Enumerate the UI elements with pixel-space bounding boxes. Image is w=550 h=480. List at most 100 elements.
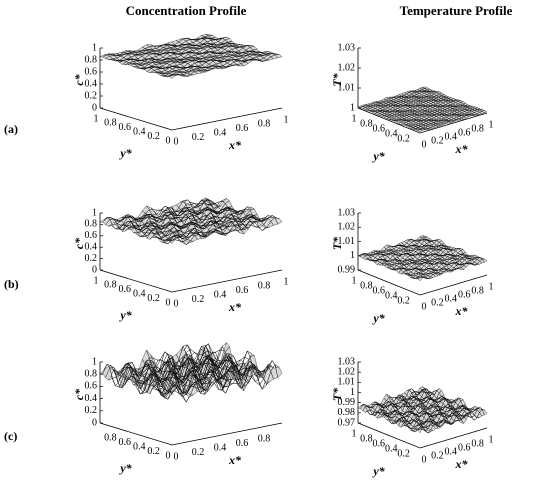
z-axis-label: T* bbox=[330, 72, 344, 86]
z-axis-label: c* bbox=[72, 388, 86, 400]
x-tick-label: 0.8 bbox=[471, 438, 484, 449]
z-tick-label: 0.98 bbox=[338, 407, 356, 418]
y-tick-label: 0.6 bbox=[373, 123, 386, 134]
y-tick-label: 0.8 bbox=[104, 118, 117, 129]
x-tick-label: 0.6 bbox=[236, 438, 249, 449]
z-tick-label: 0.6 bbox=[85, 66, 98, 77]
x-tick-label: 1 bbox=[284, 276, 289, 287]
z-tick-label: 0 bbox=[92, 102, 97, 113]
z-tick-label: 1 bbox=[350, 102, 355, 113]
y-tick-label: 0 bbox=[166, 297, 171, 308]
x-tick-label: 0.2 bbox=[431, 450, 444, 461]
z-axis-label: T* bbox=[330, 236, 344, 250]
z-tick-label: 0.8 bbox=[85, 219, 98, 230]
y-tick-label: 0.2 bbox=[397, 295, 410, 306]
surface bbox=[99, 197, 283, 245]
y-axis-label: y* bbox=[118, 146, 132, 160]
z-tick-label: 1.02 bbox=[338, 222, 356, 233]
z-tick-label: 0.6 bbox=[85, 230, 98, 241]
y-tick-label: 0.4 bbox=[385, 290, 398, 301]
y-tick-label: 0.4 bbox=[385, 443, 398, 454]
y-tick-label: 0.6 bbox=[119, 122, 132, 133]
z-axis-label: c* bbox=[72, 73, 86, 85]
x-tick-label: 1 bbox=[489, 281, 494, 292]
y-tick-label: 0.8 bbox=[360, 433, 373, 444]
row-label: (a) bbox=[4, 122, 18, 136]
z-tick-label: 1 bbox=[92, 356, 97, 367]
z-tick-label: 1 bbox=[350, 250, 355, 261]
x-tick-label: 0.2 bbox=[431, 297, 444, 308]
x-tick-label: 1 bbox=[489, 434, 494, 445]
z-tick-label: 0.8 bbox=[85, 54, 98, 65]
z-tick-label: 0.6 bbox=[85, 381, 98, 392]
y-tick-label: 0.2 bbox=[147, 131, 160, 142]
x-tick-label: 0.4 bbox=[214, 442, 227, 453]
z-tick-label: 1.01 bbox=[338, 236, 356, 247]
x-tick-label: 0.6 bbox=[236, 285, 249, 296]
surface bbox=[357, 235, 488, 282]
y-tick-label: 0 bbox=[166, 135, 171, 146]
x-tick-label: 0.2 bbox=[431, 135, 444, 146]
x-tick-label: 0.4 bbox=[214, 289, 227, 300]
z-tick-label: 1.01 bbox=[338, 377, 356, 388]
x-tick-label: 0.8 bbox=[258, 434, 271, 445]
z-tick-label: 0 bbox=[92, 417, 97, 428]
floor-edge bbox=[99, 269, 283, 293]
y-tick-label: 0.2 bbox=[147, 293, 160, 304]
row-label: (b) bbox=[4, 277, 19, 291]
floor-edge bbox=[357, 422, 488, 449]
y-tick-label: 0.2 bbox=[147, 446, 160, 457]
z-tick-label: 0.4 bbox=[85, 241, 98, 252]
z-tick-label: 1.02 bbox=[338, 62, 356, 73]
x-tick-label: 0.6 bbox=[458, 442, 471, 453]
surface bbox=[99, 34, 283, 79]
y-tick-label: 0.6 bbox=[119, 437, 132, 448]
x-tick-label: 1 bbox=[284, 114, 289, 125]
y-tick-label: 1 bbox=[94, 113, 99, 124]
y-tick-label: 0.8 bbox=[360, 118, 373, 129]
x-tick-label: 0.8 bbox=[471, 285, 484, 296]
floor-edge bbox=[99, 107, 283, 131]
y-tick-label: 1 bbox=[352, 113, 357, 124]
x-tick-label: 0 bbox=[422, 454, 427, 465]
y-tick-label: 0 bbox=[166, 450, 171, 461]
column-title: Temperature Profile bbox=[400, 3, 513, 18]
floor-edge bbox=[357, 269, 488, 296]
x-axis-label: x* bbox=[228, 453, 242, 467]
y-tick-label: 1 bbox=[352, 428, 357, 439]
x-tick-label: 0.6 bbox=[458, 289, 471, 300]
y-tick-label: 1 bbox=[94, 275, 99, 286]
surface bbox=[99, 342, 283, 403]
y-axis-label: y* bbox=[371, 464, 385, 478]
x-tick-label: 0.4 bbox=[445, 446, 458, 457]
z-tick-label: 0.2 bbox=[85, 90, 98, 101]
z-tick-label: 1 bbox=[92, 207, 97, 218]
y-tick-label: 0.6 bbox=[373, 285, 386, 296]
x-tick-label: 0.2 bbox=[192, 132, 205, 143]
y-axis-label: y* bbox=[118, 461, 132, 475]
z-tick-label: 0.8 bbox=[85, 368, 98, 379]
z-tick-label: 1.03 bbox=[338, 356, 356, 367]
y-tick-label: 0.4 bbox=[385, 128, 398, 139]
z-tick-label: 1.02 bbox=[338, 366, 356, 377]
column-title: Concentration Profile bbox=[126, 3, 247, 18]
row-label: (c) bbox=[4, 429, 17, 443]
x-tick-label: 1 bbox=[489, 119, 494, 130]
x-tick-label: 0 bbox=[174, 136, 179, 147]
y-tick-label: 0.6 bbox=[373, 438, 386, 449]
z-tick-label: 0 bbox=[92, 264, 97, 275]
x-tick-label: 0 bbox=[422, 139, 427, 150]
z-tick-label: 1 bbox=[350, 387, 355, 398]
floor-edge bbox=[357, 107, 488, 134]
surface bbox=[357, 386, 488, 434]
z-tick-label: 0.2 bbox=[85, 253, 98, 264]
x-tick-label: 0.8 bbox=[258, 119, 271, 130]
x-tick-label: 0.6 bbox=[236, 123, 249, 134]
z-axis-label: c* bbox=[72, 237, 86, 249]
x-tick-label: 0.4 bbox=[445, 293, 458, 304]
z-tick-label: 1.03 bbox=[338, 42, 356, 53]
y-axis-label: y* bbox=[371, 149, 385, 163]
z-tick-label: 0.99 bbox=[338, 397, 356, 408]
